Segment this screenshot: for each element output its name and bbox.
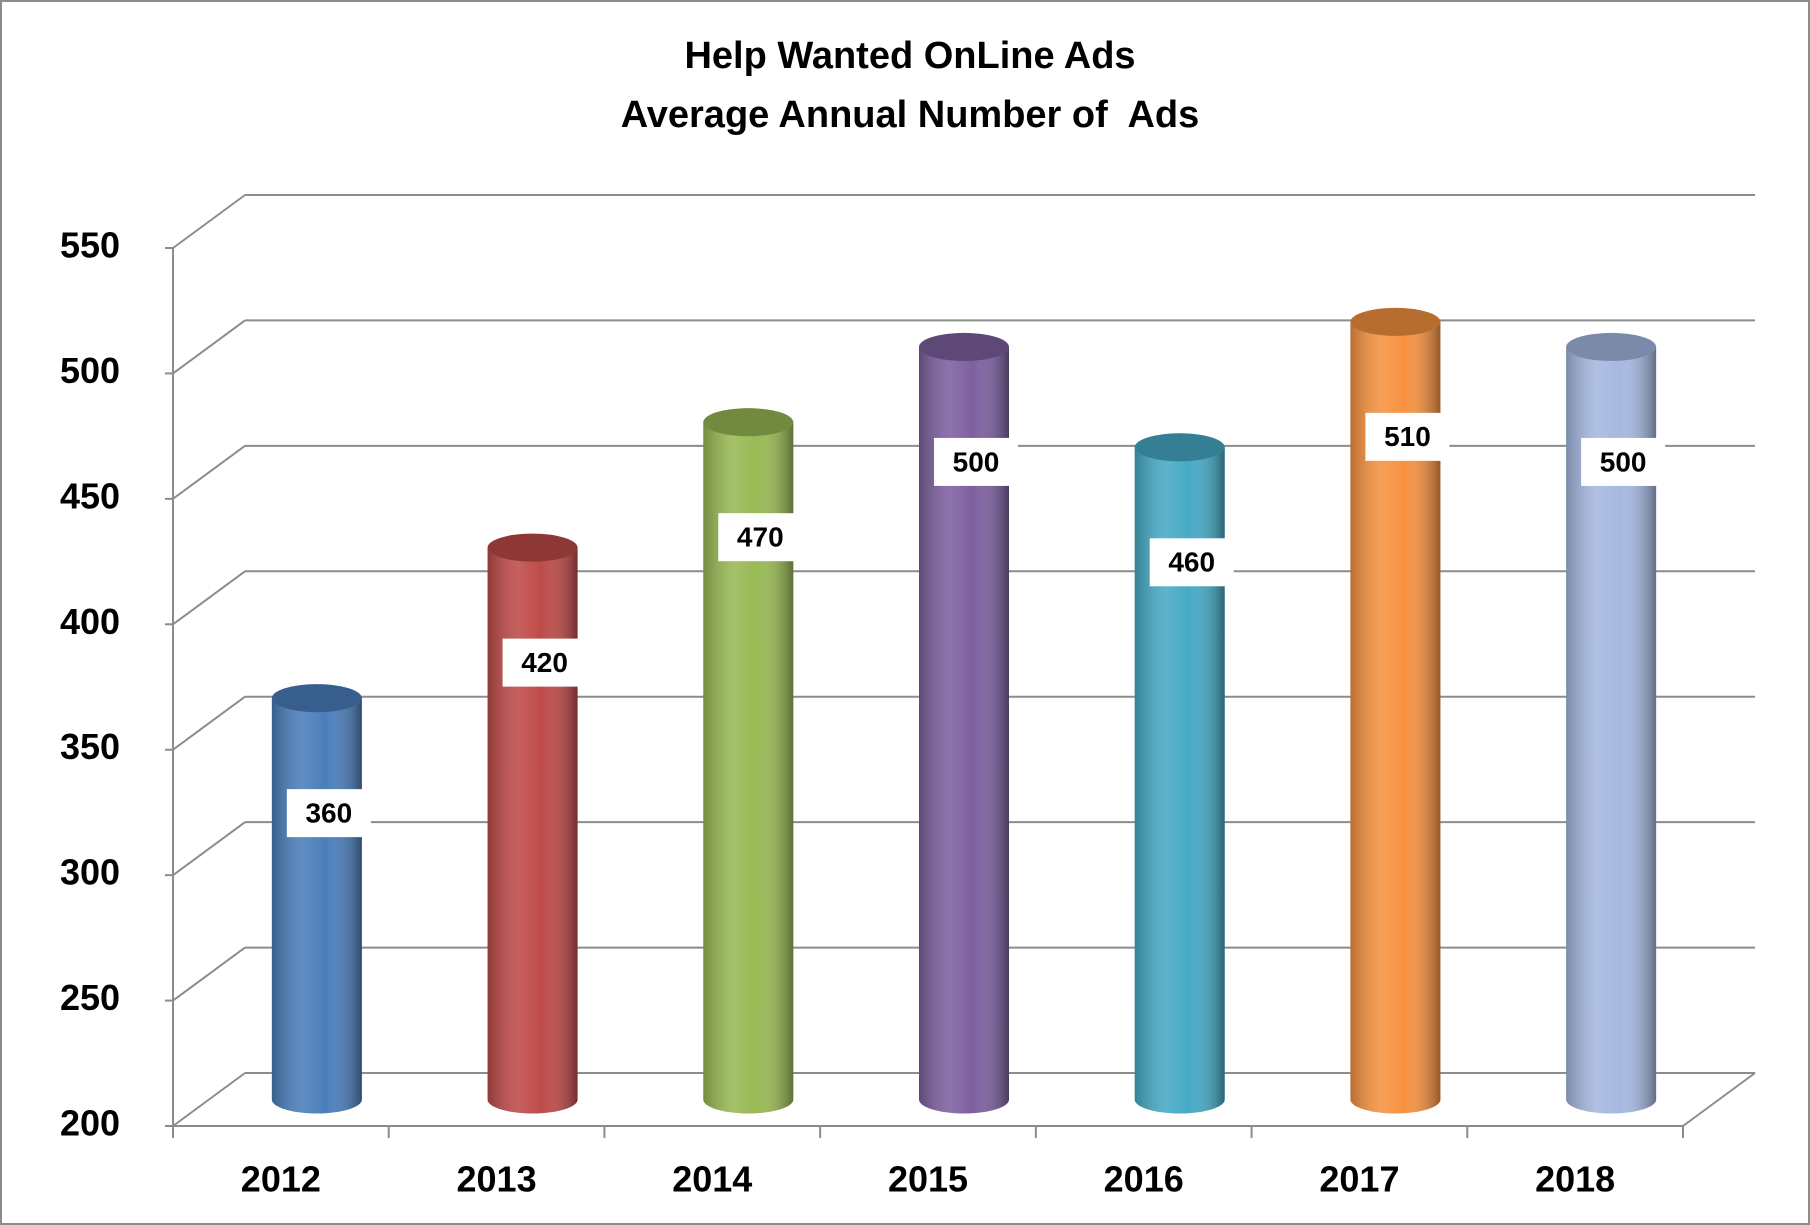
value-label: 460	[1168, 547, 1215, 578]
bar-top	[271, 684, 362, 713]
value-label-box	[1365, 412, 1450, 461]
bar-shade	[919, 346, 1009, 1114]
y-tick-label: 350	[60, 726, 120, 767]
bar-shade	[703, 422, 794, 1114]
y-tick-label: 450	[60, 475, 120, 516]
x-tick-label: 2014	[672, 1159, 752, 1200]
value-label: 510	[1384, 421, 1431, 452]
bar-top-shade	[703, 408, 794, 437]
grid-line-side	[172, 445, 246, 500]
x-tick-label: 2012	[241, 1159, 321, 1200]
y-tick-label: 250	[60, 977, 120, 1018]
y-tick-label: 300	[60, 852, 120, 893]
bar-top	[703, 408, 794, 437]
grid-line-side	[172, 946, 246, 1002]
floor-edge	[1682, 1072, 1756, 1127]
bar-top-shade	[1350, 307, 1441, 336]
bar-top-shade	[1566, 332, 1657, 361]
bar-top	[1350, 307, 1441, 336]
y-tick-label: 200	[60, 1103, 120, 1144]
bar-top	[487, 533, 578, 562]
grid-line-side	[172, 1072, 246, 1127]
value-label: 500	[1600, 446, 1647, 477]
bar-top-shade	[487, 533, 578, 562]
value-label-box	[502, 638, 587, 687]
x-tick-label: 2013	[457, 1159, 537, 1200]
value-label-box	[286, 789, 371, 838]
bar-top	[919, 332, 1009, 361]
grid-line-side	[172, 821, 246, 876]
chart-subtitle: Average Annual Number of Ads	[621, 94, 1200, 136]
bar-shade	[487, 547, 578, 1114]
x-tick-label: 2018	[1535, 1159, 1615, 1200]
grid-line-side	[172, 570, 246, 626]
grid-line-side	[172, 695, 246, 751]
grid-line-side	[172, 194, 246, 249]
x-tick-label: 2015	[888, 1159, 968, 1200]
value-label-box	[718, 513, 803, 562]
value-label: 420	[521, 647, 568, 678]
value-label-box	[1149, 538, 1234, 587]
value-label: 500	[953, 446, 1000, 477]
bar-top-shade	[1134, 433, 1225, 462]
value-label-box	[1581, 437, 1666, 486]
value-label: 470	[737, 522, 784, 553]
bar-top	[1134, 433, 1225, 462]
bar-top	[1566, 332, 1657, 361]
value-label-box	[934, 437, 1018, 486]
grid-line-side	[172, 319, 246, 375]
bar-top-shade	[919, 332, 1009, 361]
y-tick-label: 550	[60, 225, 120, 266]
bar-shade	[1134, 447, 1225, 1114]
x-tick-label: 2016	[1104, 1159, 1184, 1200]
y-tick-label: 400	[60, 601, 120, 642]
y-tick-label: 500	[60, 350, 120, 391]
x-tick-label: 2017	[1319, 1159, 1399, 1200]
bar-shade	[271, 698, 362, 1114]
chart-title: Help Wanted OnLine Ads	[684, 35, 1135, 77]
bar-shade	[1350, 321, 1441, 1114]
bar-shade	[1566, 346, 1657, 1114]
bar-top-shade	[271, 684, 362, 713]
value-label: 360	[305, 798, 352, 829]
